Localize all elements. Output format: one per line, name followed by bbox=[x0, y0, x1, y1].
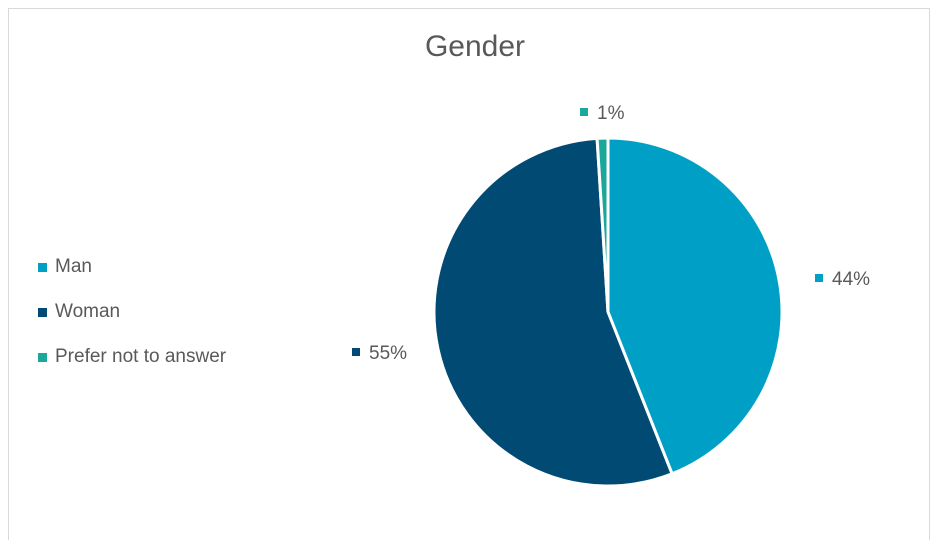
pie-slice-prefer-not bbox=[595, 136, 610, 313]
legend-item-man: Man bbox=[38, 256, 226, 278]
data-label-text-man: 44% bbox=[832, 269, 870, 290]
legend-item-prefer-not: Prefer not to answer bbox=[38, 346, 226, 368]
legend-swatch-woman bbox=[38, 307, 47, 317]
data-label-text-woman: 55% bbox=[369, 343, 407, 364]
legend-swatch-man bbox=[38, 262, 47, 272]
data-label-man: 44% bbox=[815, 269, 870, 290]
data-label-woman: 55% bbox=[352, 343, 407, 364]
data-label-prefer-not: 1% bbox=[580, 103, 625, 124]
data-label-marker-prefer-not bbox=[580, 108, 588, 116]
data-label-text-prefer-not: 1% bbox=[597, 103, 625, 124]
data-label-marker-man bbox=[815, 274, 823, 282]
pie-slice-man bbox=[606, 136, 784, 476]
legend-label-woman: Woman bbox=[55, 301, 121, 322]
legend-label-prefer-not: Prefer not to answer bbox=[55, 346, 227, 367]
legend-swatch-prefer-not bbox=[38, 352, 47, 362]
chart-title: Gender bbox=[424, 30, 526, 63]
legend-item-woman: Woman bbox=[38, 301, 226, 323]
legend-label-man: Man bbox=[55, 256, 92, 277]
legend: Man Woman Prefer not to answer bbox=[38, 256, 226, 391]
chart-frame bbox=[8, 8, 930, 540]
pie-slice-woman bbox=[432, 136, 675, 488]
data-label-marker-woman bbox=[352, 348, 360, 356]
